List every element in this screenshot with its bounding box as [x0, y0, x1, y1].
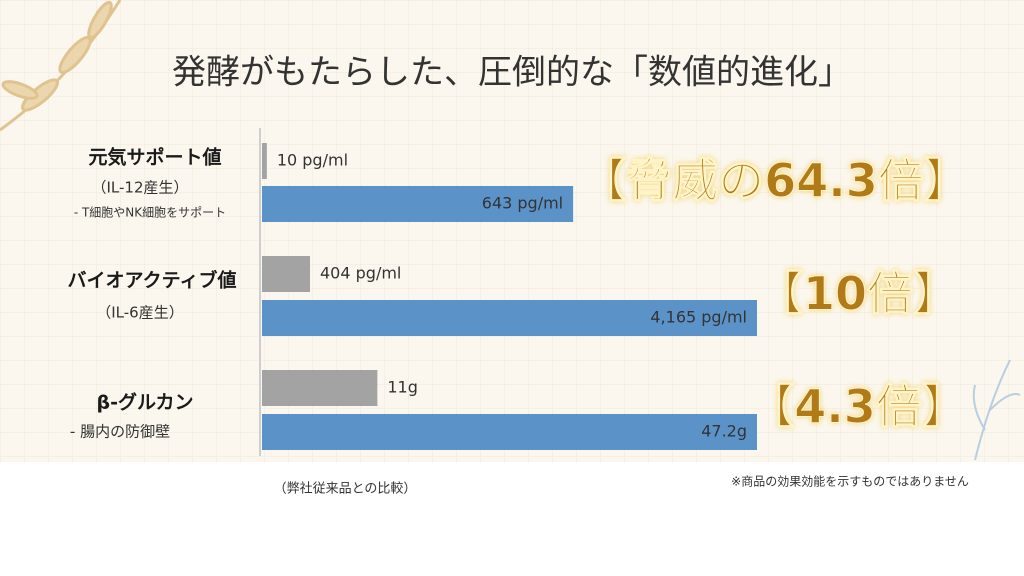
- bar: [262, 414, 757, 450]
- bar: [262, 300, 757, 336]
- title: 発酵がもたらした、圧倒的な「数値的進化」: [172, 53, 852, 93]
- group-note: - T細胞やNK細胞をサポート: [74, 206, 226, 220]
- value-label: 4,165 pg/ml: [650, 308, 747, 327]
- bar: [262, 186, 574, 222]
- footnote: ※商品の効果効能を示すものではありません: [731, 474, 969, 489]
- group-sublabel: （IL-6産生）: [96, 304, 183, 322]
- bar: [262, 256, 311, 292]
- ratio-label: 【4.3倍】: [748, 380, 968, 434]
- bar: [262, 370, 378, 406]
- value-label: 10 pg/ml: [277, 151, 348, 170]
- leaf-decoration: [0, 0, 122, 132]
- panel-grid: [0, 0, 1024, 462]
- group-label: バイオアクティブ値: [68, 269, 237, 292]
- group-label: β-グルカン: [97, 391, 194, 414]
- group-label: 元気サポート値: [88, 146, 221, 169]
- ratio-label: 【10倍】: [757, 267, 959, 321]
- group-note: - 腸内の防御壁: [70, 423, 170, 441]
- footnote: （弊社従来品との比較）: [274, 481, 417, 497]
- value-label: 404 pg/ml: [320, 264, 401, 283]
- value-label: 47.2g: [701, 422, 747, 441]
- group-sublabel: （IL-12産生）: [91, 179, 188, 197]
- leaf-decoration-right: [972, 359, 1021, 461]
- value-label: 11g: [387, 378, 418, 397]
- ratio-label: 【脅威の64.3倍】: [580, 154, 970, 208]
- value-label: 643 pg/ml: [482, 194, 563, 213]
- bar: [262, 143, 267, 179]
